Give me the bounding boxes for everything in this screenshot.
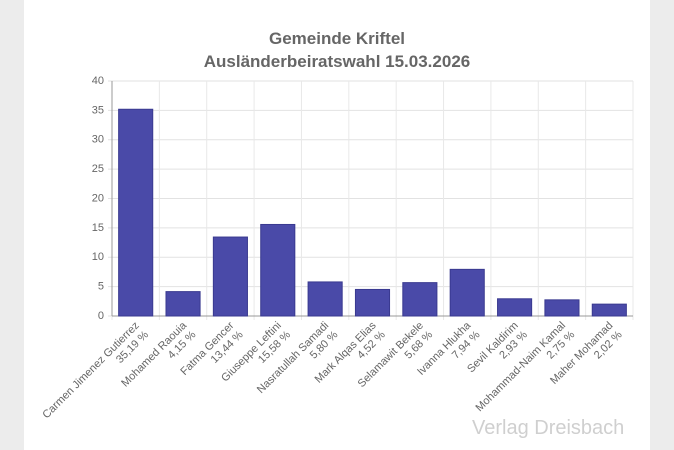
side-panel [650,0,674,450]
chart-subtitle: Ausländerbeiratswahl 15.03.2026 [204,52,470,71]
bar [307,281,343,317]
bar [260,223,296,317]
y-tick-label: 0 [98,310,104,322]
bar [591,303,627,317]
y-tick-label: 15 [92,222,104,234]
y-tick-label: 10 [92,251,104,263]
y-tick-label: 40 [92,75,104,87]
chart-title: Gemeinde Kriftel [269,29,405,48]
bar [449,268,485,317]
y-tick-label: 25 [92,163,104,175]
bar [354,288,391,317]
bar [402,282,438,317]
bar [118,108,154,317]
bar [497,298,533,317]
bar [212,236,248,317]
y-tick-label: 30 [92,134,104,146]
bar [165,291,201,317]
bar [544,299,580,317]
y-tick-label: 20 [92,192,104,204]
x-tick-label: Carmen Jimenez Gutierrez [40,320,141,421]
watermark: Verlag Dreisbach [472,417,624,439]
side-panel [0,0,24,450]
y-tick-label: 35 [92,104,104,116]
y-tick-label: 5 [98,281,104,293]
